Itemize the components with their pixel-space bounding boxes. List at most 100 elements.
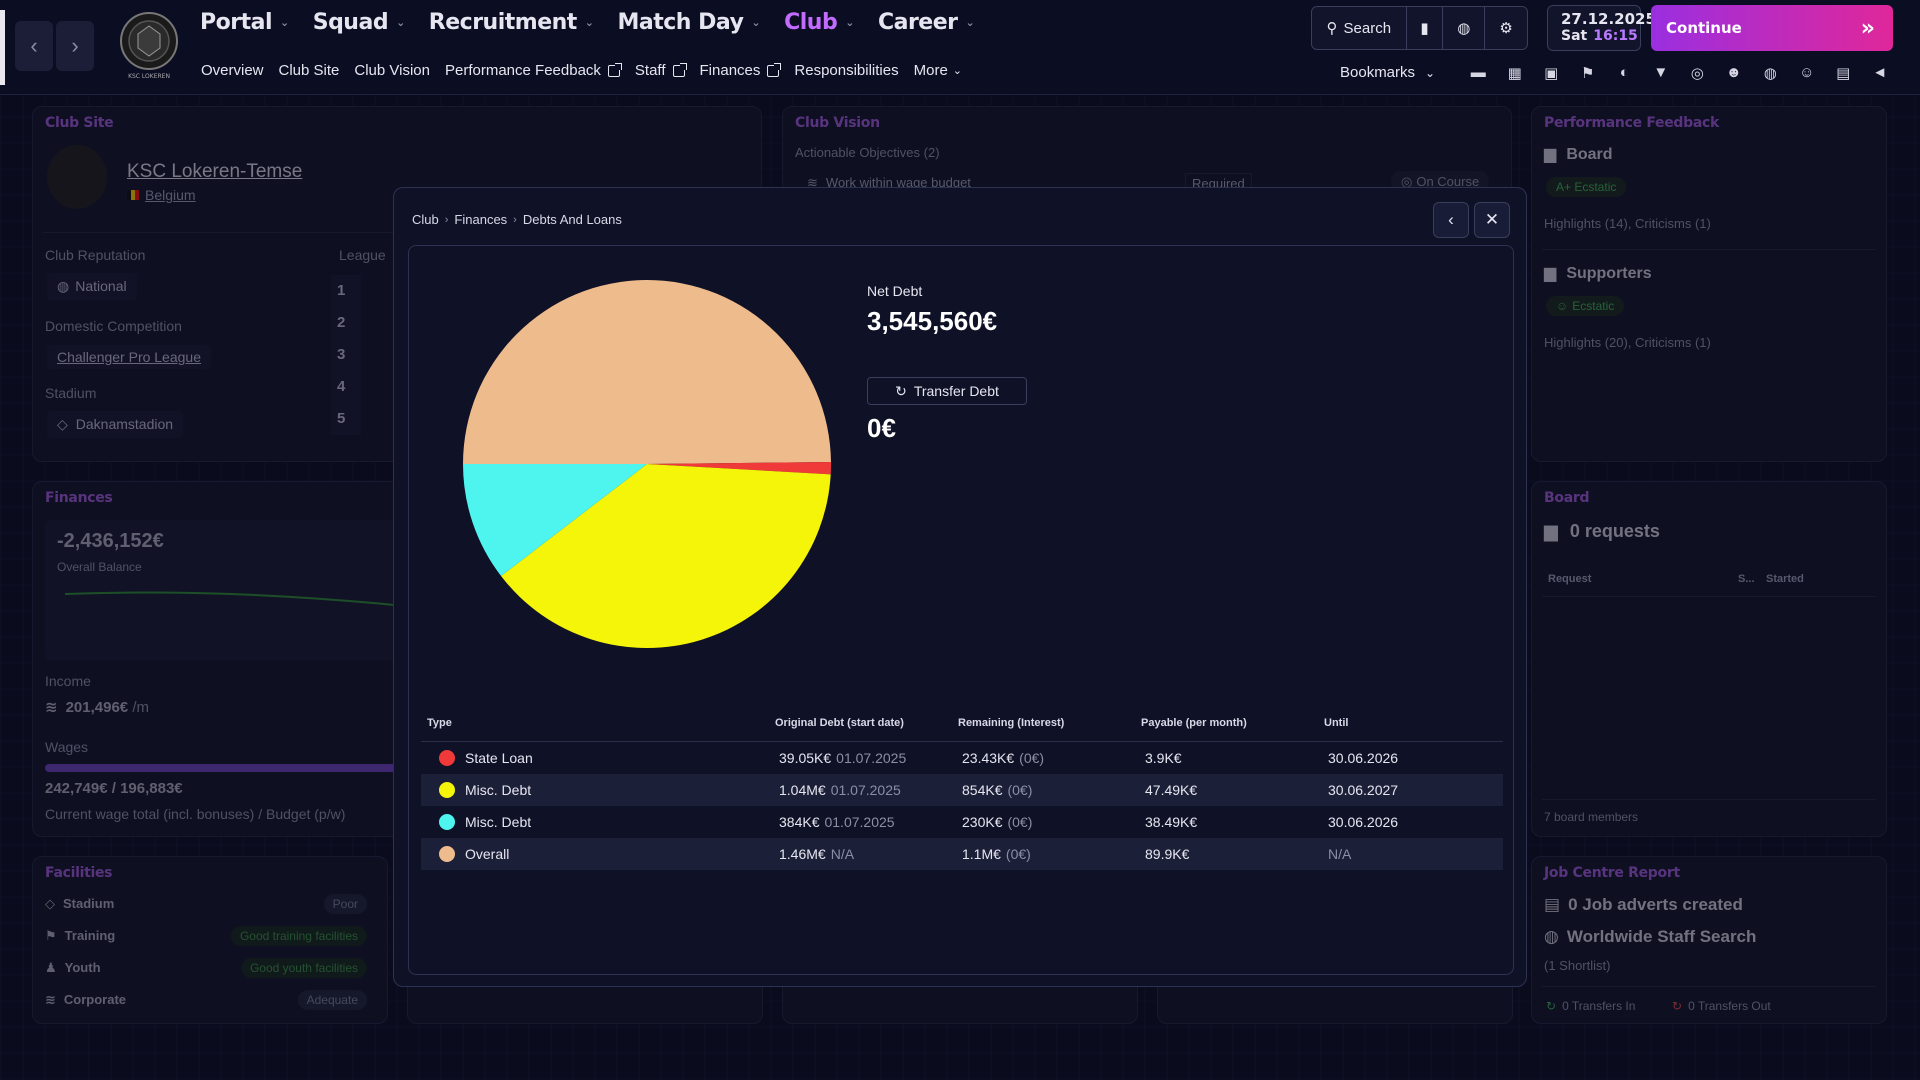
refresh-icon: ↻ — [895, 382, 907, 399]
megaphone-icon[interactable]: ◄ — [1872, 64, 1888, 81]
column-type[interactable]: Type — [427, 716, 452, 729]
chevron-down-icon: ⌄ — [280, 16, 289, 29]
bookmark-icon: ▮ — [1420, 20, 1429, 37]
main-navigation: Portal ⌄ Squad ⌄ Recruitment ⌄ Match Day ⌄ Club ⌄… — [200, 10, 998, 35]
transfer-debt-button[interactable]: ↻ Transfer Debt — [867, 377, 1027, 405]
country-link[interactable]: Belgium — [145, 187, 196, 203]
facility-row: ◇ Stadium Poor — [45, 893, 377, 917]
close-icon: ✕ — [1484, 210, 1500, 229]
chat-icon[interactable]: ▬ — [1470, 64, 1486, 81]
sub-nav-club-vision[interactable]: Club Vision — [354, 62, 430, 79]
calendar-icon[interactable]: ▦ — [1507, 65, 1522, 82]
coins-icon: ≋ — [45, 699, 58, 716]
settings-button[interactable]: ⚙ — [1485, 7, 1527, 49]
original-debt: 1.46M€ — [779, 846, 826, 862]
coins-icon: ≋ — [807, 175, 818, 190]
sub-nav-performance-feedback[interactable]: Performance Feedback — [445, 62, 622, 79]
ball-icon[interactable]: ◎ — [1690, 65, 1704, 82]
table-row[interactable]: State Loan 39.05K€ 01.07.2025 23.43K€ (0€) 3.… — [421, 742, 1503, 774]
supporters-confidence-badge: ☺ Ecstatic — [1546, 296, 1625, 316]
scouting-icon[interactable]: ◐ — [1619, 64, 1629, 81]
main-nav-squad[interactable]: Squad ⌄ — [312, 10, 406, 35]
youth-icon: ♟ — [45, 960, 57, 975]
main-nav-club[interactable]: Club ⌄ — [784, 10, 854, 35]
sub-nav-staff[interactable]: Staff — [635, 62, 687, 79]
domestic-competition-link[interactable]: Challenger Pro League — [47, 345, 211, 369]
globe-icon[interactable]: ◍ — [1763, 65, 1777, 82]
staff-icon[interactable]: ☻ — [1725, 64, 1742, 81]
balance-trend-line — [65, 591, 406, 607]
tactics-icon[interactable]: ▣ — [1544, 65, 1559, 82]
continue-button[interactable]: Continue » — [1651, 5, 1893, 51]
interest: (0€) — [1007, 782, 1033, 798]
double-chevron-right-icon: » — [1860, 15, 1875, 41]
until-date: 30.06.2027 — [1328, 782, 1399, 798]
table-row[interactable]: Misc. Debt 384K€ 01.07.2025 230K€ (0€) 38.49K… — [421, 806, 1503, 838]
search-icon: ⚲ — [1326, 20, 1338, 37]
facility-rating: Good training facilities — [230, 926, 367, 946]
chevron-down-icon: ⌄ — [965, 16, 975, 29]
sub-nav-club-site[interactable]: Club Site — [278, 62, 340, 79]
pie-slice-state-loan[interactable] — [647, 462, 831, 475]
dialog-close-button[interactable]: ✕ — [1474, 202, 1510, 238]
bookmark-icons: ▬ ▦ ▣ ⚑ ◐ ▼ ◎ ☻ ◍ ☺ ▤ ◄ — [1460, 64, 1898, 82]
wages-note: Current wage total (incl. bonuses) / Bud… — [45, 806, 346, 822]
table-header: Type Original Debt (start date) Remainin… — [421, 704, 1503, 742]
main-nav-match-day[interactable]: Match Day ⌄ — [617, 10, 761, 35]
table-row[interactable]: Misc. Debt 1.04M€ 01.07.2025 854K€ (0€) 47.49… — [421, 774, 1503, 806]
facility-row: ♟ Youth Good youth facilities — [45, 957, 377, 981]
forward-button[interactable]: › — [56, 21, 94, 71]
external-link-icon — [672, 62, 687, 77]
series-color-dot — [439, 814, 455, 830]
group-icon[interactable]: ☺ — [1799, 64, 1815, 81]
transfers-out[interactable]: ↻ 0 Transfers Out — [1672, 999, 1771, 1013]
dialog-back-button[interactable]: ‹ — [1433, 202, 1469, 238]
sub-nav-finances[interactable]: Finances — [700, 62, 782, 79]
debt-type: Misc. Debt — [465, 782, 532, 798]
kit-icon[interactable]: ▼ — [1653, 64, 1669, 81]
sub-nav-overview[interactable]: Overview — [201, 62, 264, 79]
pie-slice-misc-debt[interactable] — [501, 464, 831, 648]
breadcrumb-item[interactable]: Finances — [454, 212, 508, 227]
divider — [1542, 249, 1876, 250]
breadcrumb-item[interactable]: Club — [412, 212, 439, 227]
sub-nav-responsibilities[interactable]: Responsibilities — [794, 62, 899, 79]
facility-rating: Adequate — [297, 990, 367, 1010]
bookmarks-dropdown[interactable]: Bookmarks ⌄ — [1340, 64, 1436, 81]
main-nav-recruitment[interactable]: Recruitment ⌄ — [428, 10, 594, 35]
search-button[interactable]: ⚲ Search — [1312, 7, 1407, 49]
column-payable[interactable]: Payable (per month) — [1141, 716, 1247, 729]
club-crest[interactable]: KSC LOKEREN — [116, 8, 182, 84]
pie-slice-overall[interactable] — [463, 279, 831, 464]
facility-rating: Good youth facilities — [240, 958, 367, 978]
training-icon[interactable]: ⚑ — [1581, 65, 1595, 82]
job-adverts-link[interactable]: ▤ 0 Job adverts created — [1544, 895, 1743, 914]
transfers-in[interactable]: ↻ 0 Transfers In — [1546, 999, 1636, 1013]
column-until[interactable]: Until — [1324, 716, 1349, 729]
document-icon[interactable]: ▤ — [1836, 65, 1851, 82]
panel-title: Job Centre Report — [1544, 865, 1680, 881]
notebook-button[interactable]: ▮ — [1407, 7, 1444, 49]
belgium-flag-icon — [127, 190, 139, 200]
stadium-label: Stadium — [45, 385, 97, 401]
column-remaining[interactable]: Remaining (Interest) — [958, 716, 1065, 729]
world-button[interactable]: ◍ — [1443, 7, 1486, 49]
main-nav-portal[interactable]: Portal ⌄ — [200, 10, 289, 35]
supporters-heading: ▆ Supporters — [1544, 265, 1652, 282]
panel-title: Board — [1544, 490, 1590, 506]
debts-and-loans-dialog: Club › Finances › Debts And Loans ‹ ✕ Net De… — [393, 187, 1527, 987]
group-icon: ▆ — [1544, 265, 1557, 282]
interest: (0€) — [1019, 750, 1045, 766]
shortlist-count: (1 Shortlist) — [1544, 958, 1611, 973]
table-row[interactable]: Overall 1.46M€ N/A 1.1M€ (0€) 89.9K€ N/A — [421, 838, 1503, 870]
worldwide-search-link[interactable]: ◍ Worldwide Staff Search — [1544, 927, 1757, 946]
gear-icon: ⚙ — [1499, 20, 1513, 37]
column-original-debt[interactable]: Original Debt (start date) — [775, 716, 904, 729]
pie-slice-misc-debt[interactable] — [463, 464, 647, 577]
sub-nav-more[interactable]: More ⌄ — [913, 62, 963, 79]
main-nav-career[interactable]: Career ⌄ — [877, 10, 975, 35]
back-button[interactable]: ‹ — [15, 21, 53, 71]
club-name-link[interactable]: KSC Lokeren-Temse — [127, 161, 303, 182]
sub-navigation: Overview Club Site Club Vision Performance … — [201, 62, 977, 79]
game-date[interactable]: 27.12.2025 Sat 16:15 — [1547, 5, 1656, 51]
